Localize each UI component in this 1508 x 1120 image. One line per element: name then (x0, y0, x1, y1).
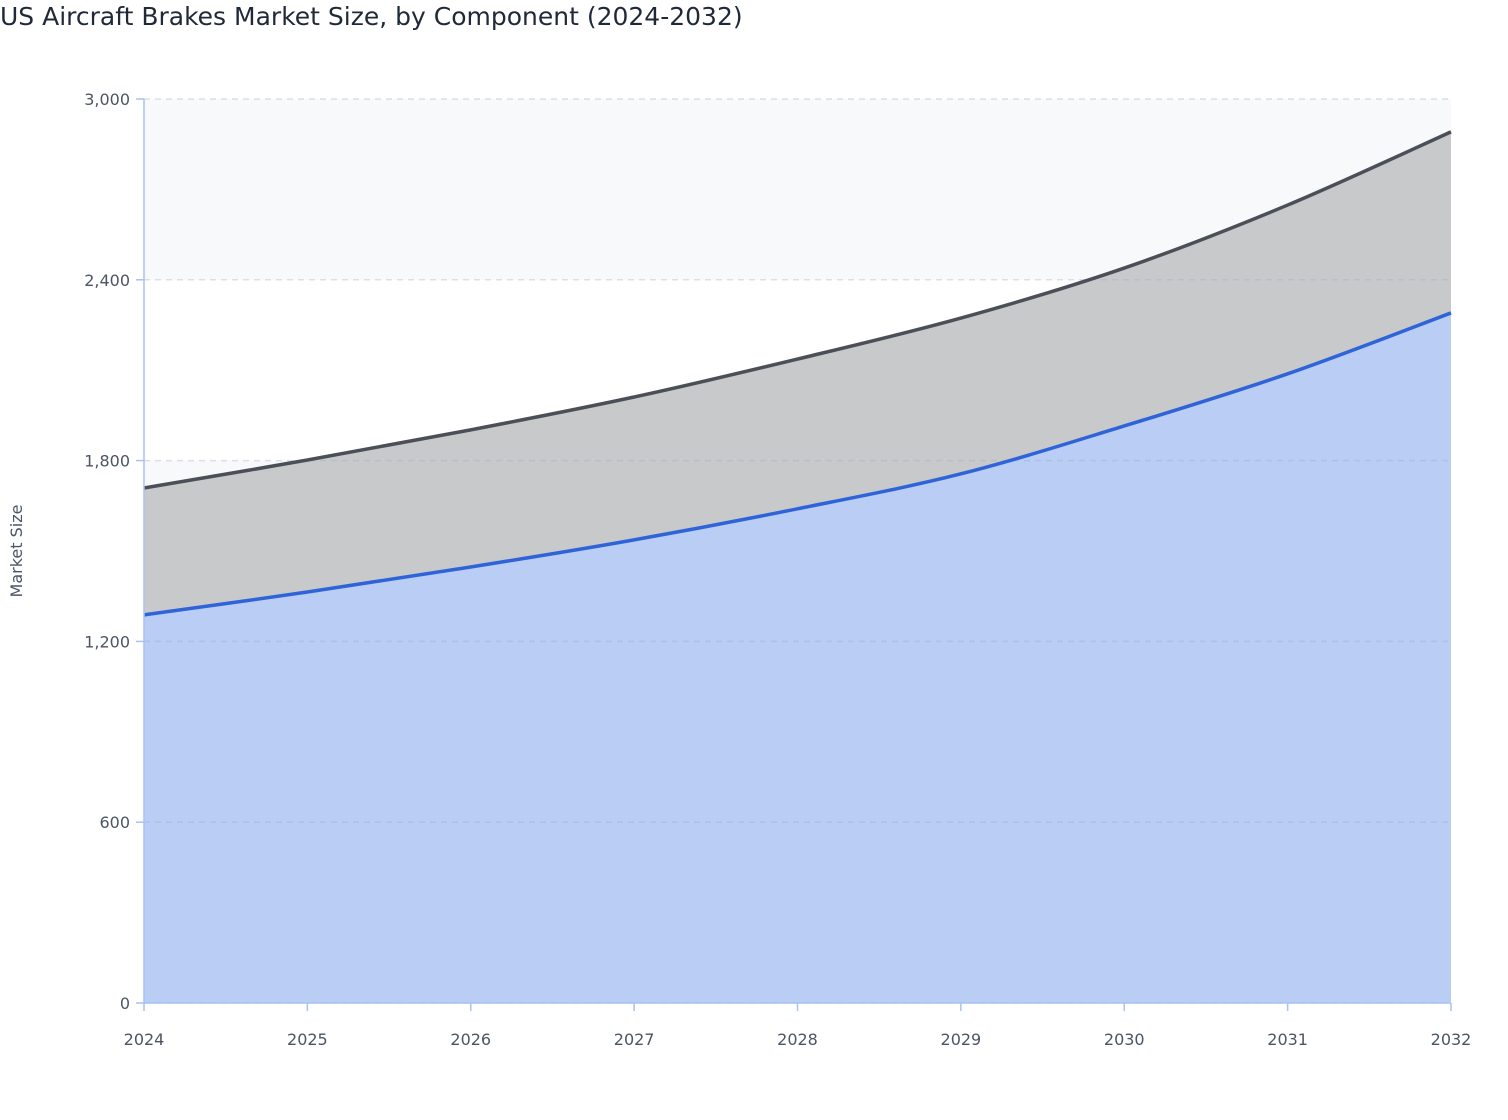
y-tick-label: 0 (120, 994, 130, 1013)
y-tick-label: 3,000 (84, 90, 130, 109)
chart-title: US Aircraft Brakes Market Size, by Compo… (0, 2, 743, 31)
series-2-area (144, 131, 1451, 615)
x-tick-label: 2030 (1104, 1030, 1145, 1049)
x-tick-label: 2032 (1431, 1030, 1472, 1049)
x-tick-label: 2031 (1267, 1030, 1308, 1049)
x-tick-label: 2027 (614, 1030, 655, 1049)
y-tick-label: 1,200 (84, 632, 130, 651)
x-tick-label: 2024 (124, 1030, 165, 1049)
x-tick-label: 2028 (777, 1030, 818, 1049)
y-tick-label: 2,400 (84, 271, 130, 290)
x-tick-label: 2025 (287, 1030, 328, 1049)
y-tick-label: 1,800 (84, 452, 130, 471)
y-axis-label: Market Size (7, 505, 26, 598)
x-tick-label: 2029 (941, 1030, 982, 1049)
y-tick-label: 600 (99, 813, 130, 832)
series-1-area (144, 312, 1451, 1003)
series-1-line (143, 311, 1452, 617)
series-2-line (143, 130, 1452, 490)
x-tick-label: 2026 (450, 1030, 491, 1049)
